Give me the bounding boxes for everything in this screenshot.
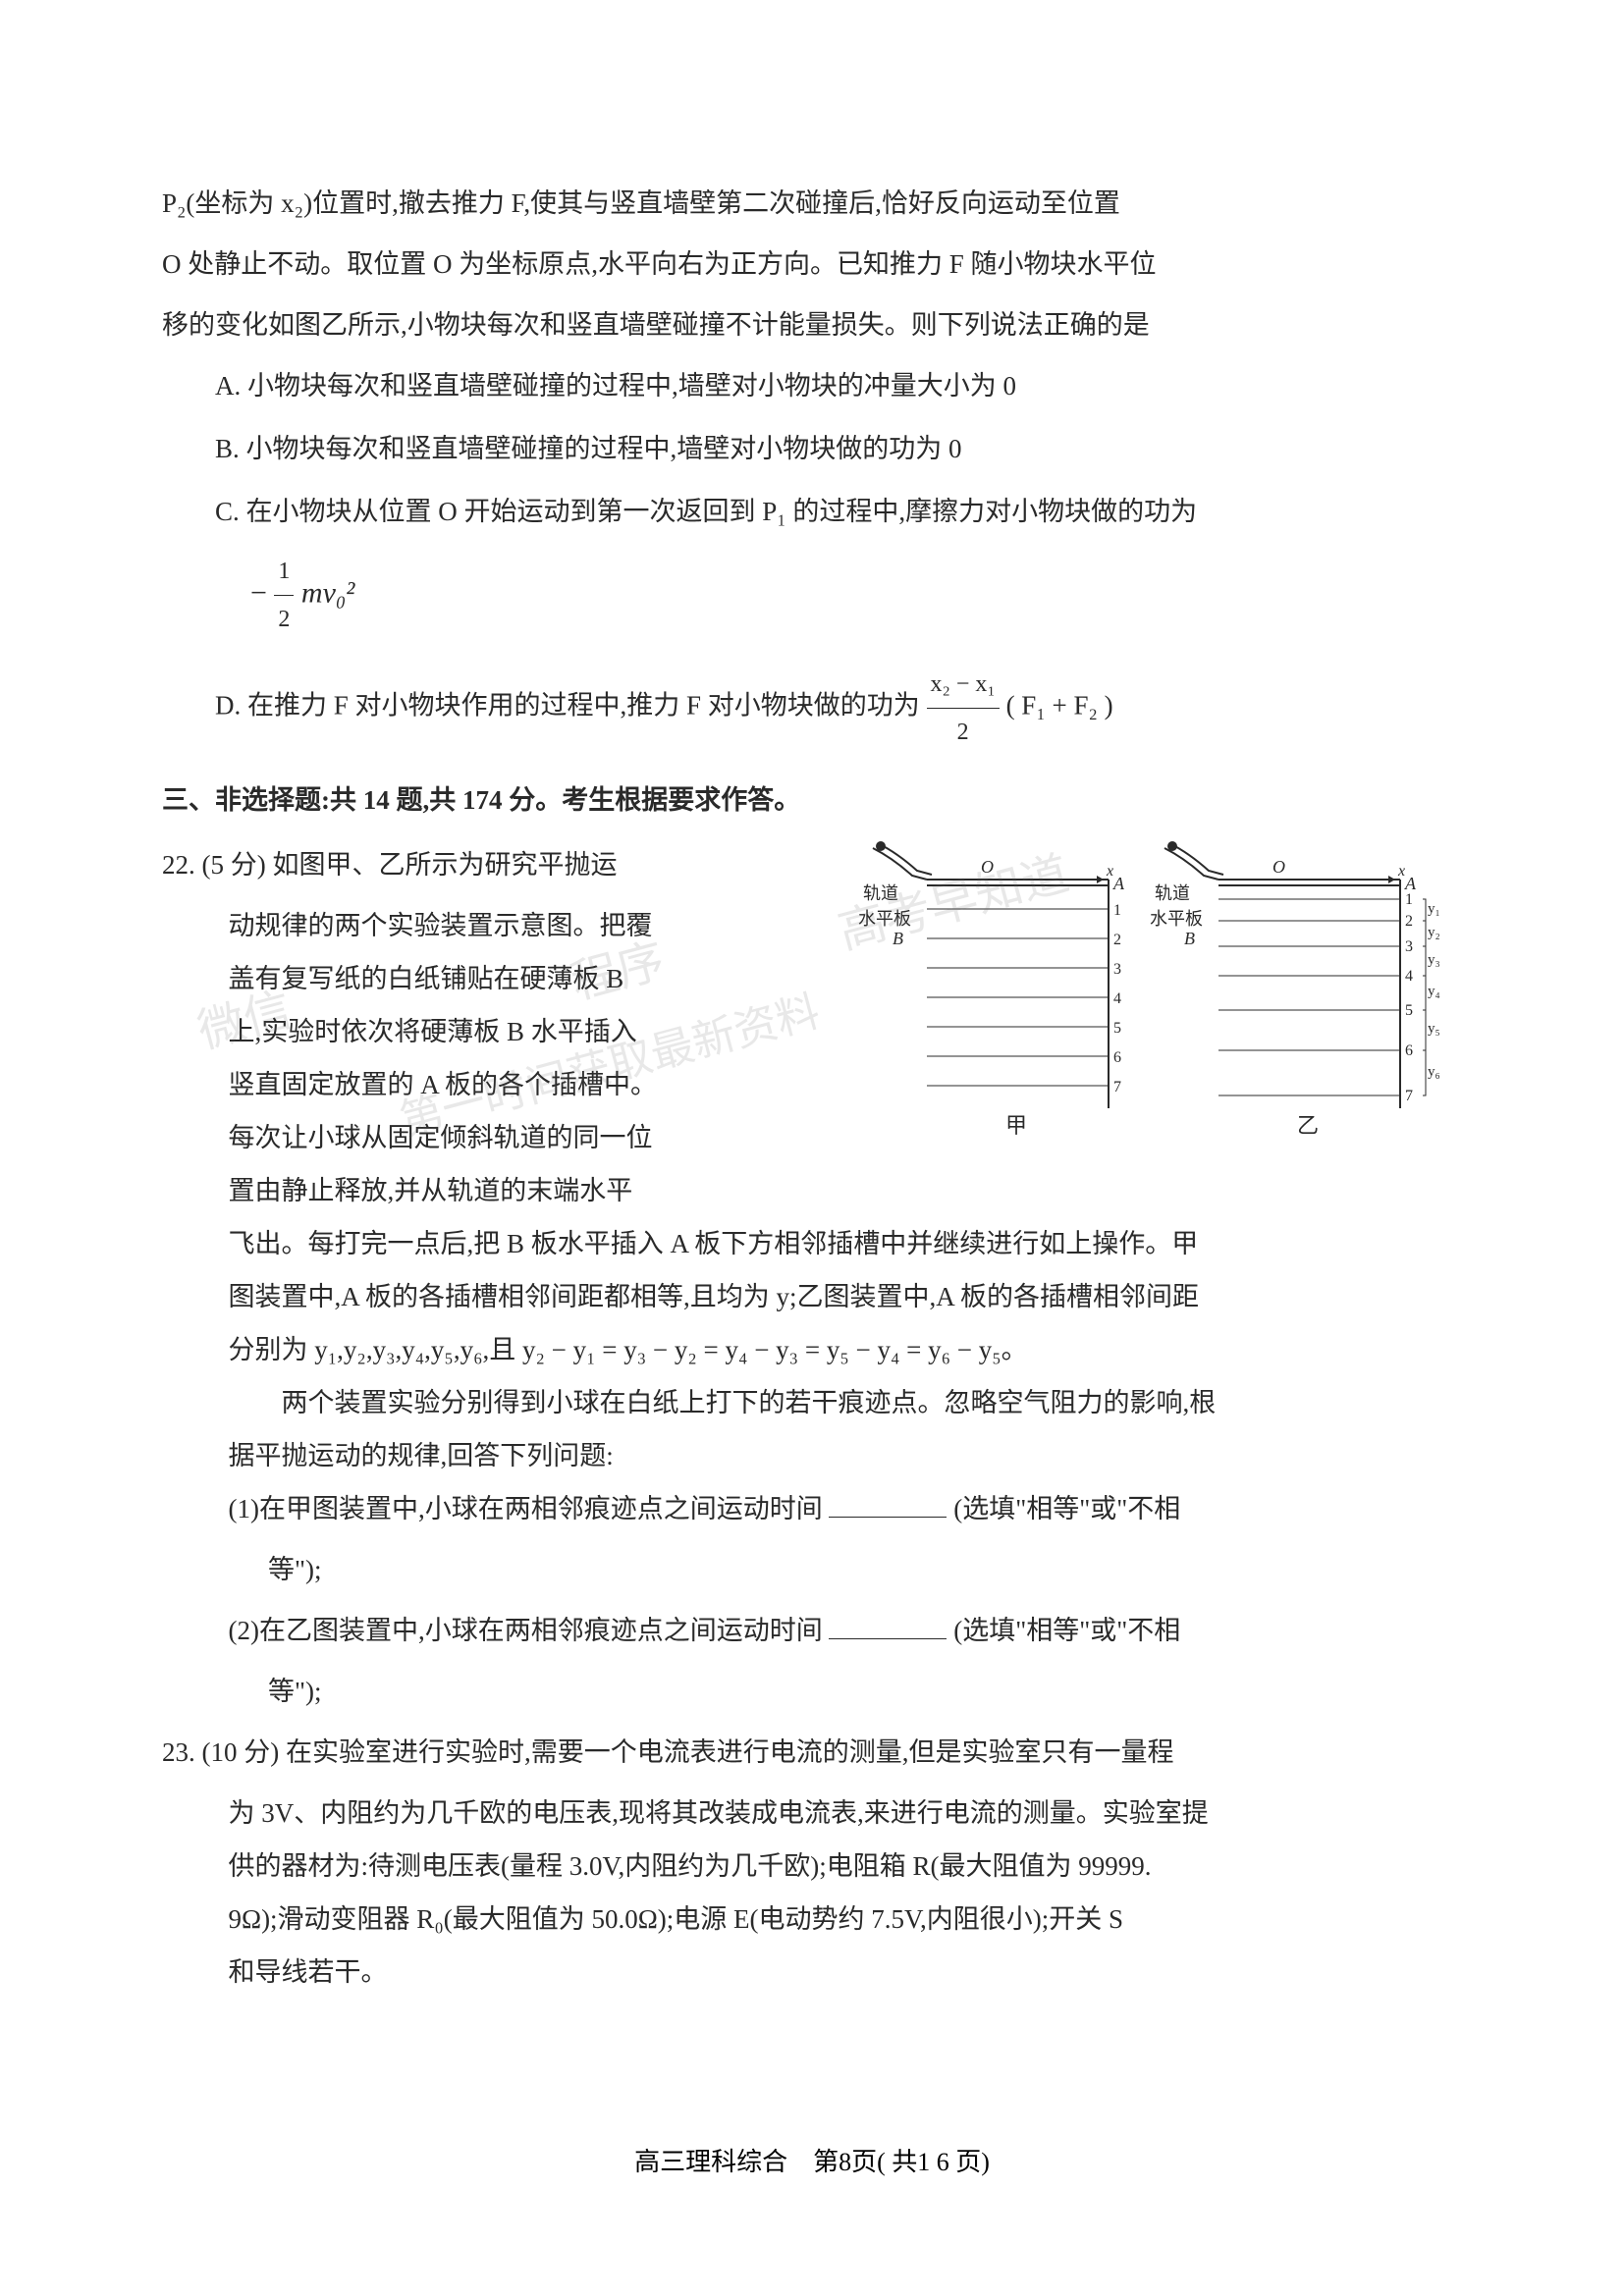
q21-line3: 移的变化如图乙所示,小物块每次和竖直墙壁碰撞不计能量损失。则下列说法正确的是 xyxy=(162,298,1462,351)
svg-text:4: 4 xyxy=(1113,990,1121,1007)
diagram-yi: O x A 1 2 3 4 xyxy=(1145,838,1459,1143)
q23-line3: 供的器材为:待测电压表(量程 3.0V,内阻约为几千欧);电阻箱 R(最大阻值为… xyxy=(229,1840,1463,1893)
frac-d-den: 2 xyxy=(927,709,1000,756)
q21-option-c-formula: − 12 mv₀² xyxy=(250,548,1462,643)
svg-text:1: 1 xyxy=(1113,902,1121,919)
q23-line2: 为 3V、内阻约为几千欧的电压表,现将其改装成电流表,来进行电流的测量。实验室提 xyxy=(229,1787,1463,1840)
frac-den: 2 xyxy=(274,596,294,643)
svg-text:7: 7 xyxy=(1405,1088,1413,1104)
q21-line2: O 处静止不动。取位置 O 为坐标原点,水平向右为正方向。已知推力 F 随小物块… xyxy=(162,238,1462,291)
q22-line11: 两个装置实验分别得到小球在白纸上打下的若干痕迹点。忽略空气阻力的影响,根 xyxy=(229,1376,1463,1429)
svg-text:1: 1 xyxy=(1405,891,1413,908)
svg-text:2: 2 xyxy=(1405,913,1413,930)
svg-text:甲: 甲 xyxy=(1005,1113,1027,1138)
q23-points: (10 分) xyxy=(202,1737,280,1767)
svg-text:乙: 乙 xyxy=(1297,1113,1319,1138)
svg-text:y₆: y₆ xyxy=(1428,1064,1440,1080)
q22-line7: 置由静止释放,并从轨道的末端水平 xyxy=(229,1164,1463,1217)
q23-line5: 和导线若干。 xyxy=(229,1946,1463,1999)
option-d-text: D. 在推力 F 对小物块作用的过程中,推力 F 对小物块做的功为 xyxy=(215,691,920,721)
q21-option-b: B. 小物块每次和竖直墙壁碰撞的过程中,墙壁对小物块做的功为 0 xyxy=(215,422,1462,475)
svg-text:3: 3 xyxy=(1113,961,1121,978)
svg-text:2: 2 xyxy=(1113,932,1121,948)
diagram-yi-svg: O x A 1 2 3 4 xyxy=(1145,838,1459,1143)
svg-text:x: x xyxy=(1106,863,1113,880)
svg-text:7: 7 xyxy=(1113,1079,1121,1095)
svg-text:3: 3 xyxy=(1405,938,1413,955)
blank-input[interactable] xyxy=(829,1613,947,1639)
q22-sub2-text1: (2)在乙图装置中,小球在两相邻痕迹点之间运动时间 xyxy=(229,1616,823,1645)
q21-option-d: D. 在推力 F 对小物块作用的过程中,推力 F 对小物块做的功为 x₂ − x… xyxy=(215,661,1462,756)
svg-text:水平板: 水平板 xyxy=(1150,909,1203,929)
svg-text:y₅: y₅ xyxy=(1428,1021,1440,1037)
formula-prefix: − xyxy=(250,576,274,609)
q21-option-c: C. 在小物块从位置 O 开始运动到第一次返回到 P₁ 的过程中,摩擦力对小物块… xyxy=(215,485,1462,538)
svg-text:O: O xyxy=(1272,857,1285,877)
q22-sub1: (1)在甲图装置中,小球在两相邻痕迹点之间运动时间 (选填"相等"或"不相 xyxy=(229,1482,1463,1535)
q22-diagrams: O x A 1 2 3 4 xyxy=(853,838,1462,1152)
q22-sub1-text1: (1)在甲图装置中,小球在两相邻痕迹点之间运动时间 xyxy=(229,1494,823,1523)
diagram-jia: O x A 1 2 3 4 xyxy=(853,838,1138,1143)
frac-num: 1 xyxy=(274,548,294,596)
option-d-suffix: ( F₁ + F₂ ) xyxy=(1006,691,1113,721)
q22-sub1-cont: 等"); xyxy=(268,1543,1462,1596)
page-footer: 高三理科综合 第8页( 共1 6 页) xyxy=(0,2142,1624,2178)
q22-line10: 分别为 y₁,y₂,y₃,y₄,y₅,y₆,且 y₂ − y₁ = y₃ − y… xyxy=(229,1323,1463,1376)
svg-text:B: B xyxy=(1184,929,1195,948)
q22-sub2: (2)在乙图装置中,小球在两相邻痕迹点之间运动时间 (选填"相等"或"不相 xyxy=(229,1604,1463,1657)
formula-suffix: mv₀² xyxy=(294,576,354,609)
q22-points: (5 分) xyxy=(202,850,266,880)
section-3-header: 三、非选择题:共 14 题,共 174 分。考生根据要求作答。 xyxy=(162,774,1462,827)
svg-text:x: x xyxy=(1397,863,1405,880)
svg-text:5: 5 xyxy=(1113,1020,1121,1037)
svg-text:6: 6 xyxy=(1113,1049,1121,1066)
q23-text1: 在实验室进行实验时,需要一个电流表进行电流的测量,但是实验室只有一量程 xyxy=(286,1737,1174,1767)
svg-text:轨道: 轨道 xyxy=(1155,883,1190,903)
svg-text:A: A xyxy=(1112,874,1125,893)
q23-number: 23. xyxy=(162,1737,195,1767)
svg-text:轨道: 轨道 xyxy=(863,883,898,903)
svg-text:y₁: y₁ xyxy=(1428,901,1440,917)
q22-container: O x A 1 2 3 4 xyxy=(162,838,1462,1718)
q23-line1: 23. (10 分) 在实验室进行实验时,需要一个电流表进行电流的测量,但是实验… xyxy=(162,1726,1462,1779)
svg-text:y₂: y₂ xyxy=(1428,925,1440,940)
fraction: 12 xyxy=(274,548,294,643)
q22-text1: 如图甲、乙所示为研究平抛运 xyxy=(272,850,617,880)
svg-text:y₃: y₃ xyxy=(1428,952,1440,968)
svg-text:B: B xyxy=(893,929,903,948)
q22-line9: 图装置中,A 板的各插槽相邻间距都相等,且均为 y;乙图装置中,A 板的各插槽相… xyxy=(229,1270,1463,1323)
fraction-d: x₂ − x₁2 xyxy=(927,661,1000,756)
svg-text:A: A xyxy=(1404,874,1417,893)
q22-sub2-cont: 等"); xyxy=(268,1665,1462,1718)
svg-text:5: 5 xyxy=(1405,1002,1413,1019)
svg-text:水平板: 水平板 xyxy=(858,909,911,929)
blank-input[interactable] xyxy=(829,1491,947,1518)
q22-number: 22. xyxy=(162,850,195,880)
diagram-jia-svg: O x A 1 2 3 4 xyxy=(853,838,1138,1143)
frac-d-num: x₂ − x₁ xyxy=(927,661,1000,709)
svg-text:6: 6 xyxy=(1405,1042,1413,1059)
q22-sub2-text2: (选填"相等"或"不相 xyxy=(953,1616,1180,1645)
q22-sub1-text2: (选填"相等"或"不相 xyxy=(953,1494,1180,1523)
page-content: P₂(坐标为 x₂)位置时,撤去推力 F,使其与竖直墙壁第二次碰撞后,恰好反向运… xyxy=(162,177,1462,1999)
q22-line12: 据平抛运动的规律,回答下列问题: xyxy=(229,1429,1463,1482)
q23-line4: 9Ω);滑动变阻器 R₀(最大阻值为 50.0Ω);电源 E(电动势约 7.5V… xyxy=(229,1893,1463,1946)
q21-option-a: A. 小物块每次和竖直墙壁碰撞的过程中,墙壁对小物块的冲量大小为 0 xyxy=(215,359,1462,412)
svg-text:4: 4 xyxy=(1405,968,1413,985)
q21-line1: P₂(坐标为 x₂)位置时,撤去推力 F,使其与竖直墙壁第二次碰撞后,恰好反向运… xyxy=(162,177,1462,230)
q22-line8: 飞出。每打完一点后,把 B 板水平插入 A 板下方相邻插槽中并继续进行如上操作。… xyxy=(229,1217,1463,1270)
svg-text:O: O xyxy=(981,857,994,877)
svg-text:y₄: y₄ xyxy=(1428,984,1440,999)
